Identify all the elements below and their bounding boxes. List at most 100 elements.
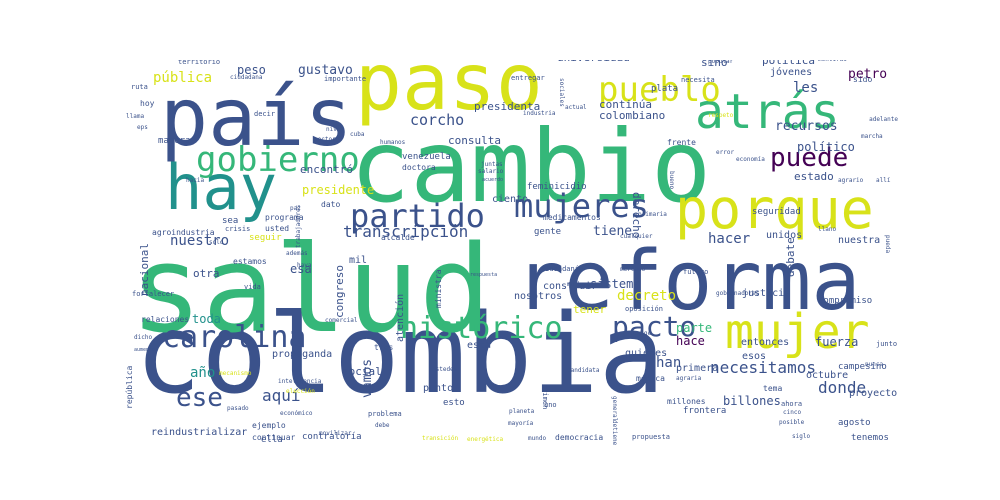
word-política: política [762,60,815,68]
word-necesita: necesita [681,75,715,84]
word-propaganda: propaganda [272,349,333,361]
word-estamos: estamos [233,256,267,266]
word-juntas: juntas [481,161,503,169]
word-mercado: mercado [620,266,646,274]
word-corcho: corcho [410,111,465,130]
word-seguridad: seguridad [752,206,801,217]
word-carolina: carolina [162,319,307,355]
word-salario: salario [478,168,504,176]
word-cualquier: cualquier [620,233,653,241]
word-nosotros: nosotros [514,291,563,303]
word-donde: donde [818,377,867,397]
word-han: han [656,355,682,372]
word-primera: primera [676,363,719,375]
word-ese: ese [176,382,223,413]
word-recursos: recursos [775,118,838,134]
word-campesino: campesino [838,361,887,372]
word-dicho: dicho [134,334,153,342]
word-plata: plata [651,83,679,94]
word-popular: popular [708,60,734,66]
word-mayoría: mayoría [508,420,534,428]
word-continuar: continuar [252,432,296,442]
word-proyecto: proyecto [849,388,898,400]
word-ministra: ministra [434,269,444,308]
word-posible: posible [779,419,805,427]
word-pacto: pacto [612,310,697,344]
word-histórico: histórico [400,310,563,346]
word-sistema: sistema [590,276,641,291]
word-frontera: frontera [683,405,727,416]
word-decreto: decreto [617,288,677,305]
word-toda: toda [192,311,221,326]
word-venezuela: venezuela [402,151,451,162]
word-aquí: aquí [262,385,301,405]
word-detiene: detiene [611,420,619,446]
word-gustavo: gustavo [298,62,353,78]
word-petro: petro [848,66,888,82]
word-sector: sector [314,136,336,144]
word-doctora: doctora [402,162,436,172]
word-consulta: consulta [448,134,501,148]
word-importante: importante [324,74,367,83]
word-territorio: territorio [178,60,221,66]
word-eps: eps [137,124,148,132]
word-adelante: adelante [869,116,898,124]
word-porque: porque [675,177,874,242]
word-nuestra: nuestra [838,235,881,247]
word-social: social [342,365,382,379]
word-mujeres: mujeres [514,187,649,226]
word-república: república [125,365,135,409]
word-feminicidio: feminicidio [527,181,587,192]
word-punto: punto [423,383,454,395]
word-hacer: hacer [708,231,751,248]
word-medicamentos: medicamentos [543,212,601,222]
word-tener: tener [573,303,607,317]
word-solo: solo [209,239,224,247]
word-mecanismo: mecanismo [219,370,252,378]
word-respuesta: respuesta [470,272,498,279]
word-cinco: cinco [783,409,802,417]
word-esos: esos [742,351,767,363]
word-presidenta: presidenta [474,100,541,114]
word-colombiano: colombiano [599,109,666,123]
word-llano: llano [818,226,837,234]
word-gobierno: gobierno [196,140,360,181]
word-hoy: hoy [140,98,155,108]
word-tres: tres [374,342,394,352]
word-entregar: entregar [511,73,545,82]
word-agraria: agraria [676,375,702,383]
word-reindustrializar: reindustrializar [151,427,248,439]
word-respeto: respeto [708,112,734,120]
word-hacia: hacia [186,177,205,185]
word-movilizar: movilizar [319,430,352,438]
word-económico: económico [280,410,313,418]
word-sino: sino [701,60,728,70]
word-uno: uno [544,400,557,409]
word-unidos: unidos [766,230,803,242]
word-democracia: democracia [555,432,604,442]
word-billones: billones [723,393,781,408]
word-salud: salud [130,221,492,361]
word-congreso: congreso [332,265,346,318]
word-seguir: seguir [249,232,282,243]
word-transcripción: transcripción [343,221,469,241]
word-atrás: atrás [695,83,840,140]
word-justicia: justicia [742,288,791,300]
word-continúa: continúa [599,98,652,112]
word-llama: llama [126,113,145,121]
word-pueblo: pueblo [598,70,721,111]
word-primaria: primaria [638,211,667,219]
word-año: año [190,365,216,382]
word-ruta: ruta [131,82,148,91]
word-cambio: cambio [350,108,712,225]
word-crisis: crisis [225,224,251,233]
word-atención: atención [395,293,406,342]
word-esa: esa [290,261,312,276]
word-inteligencia: inteligencia [278,378,322,386]
word-haya: haya [297,262,312,270]
word-hay: hay [165,150,277,224]
word-fuerza: fuerza [815,334,859,349]
word-sociales: sociales [558,78,566,107]
word-contraloría: contraloría [302,431,362,442]
word-junto: junto [876,339,898,348]
